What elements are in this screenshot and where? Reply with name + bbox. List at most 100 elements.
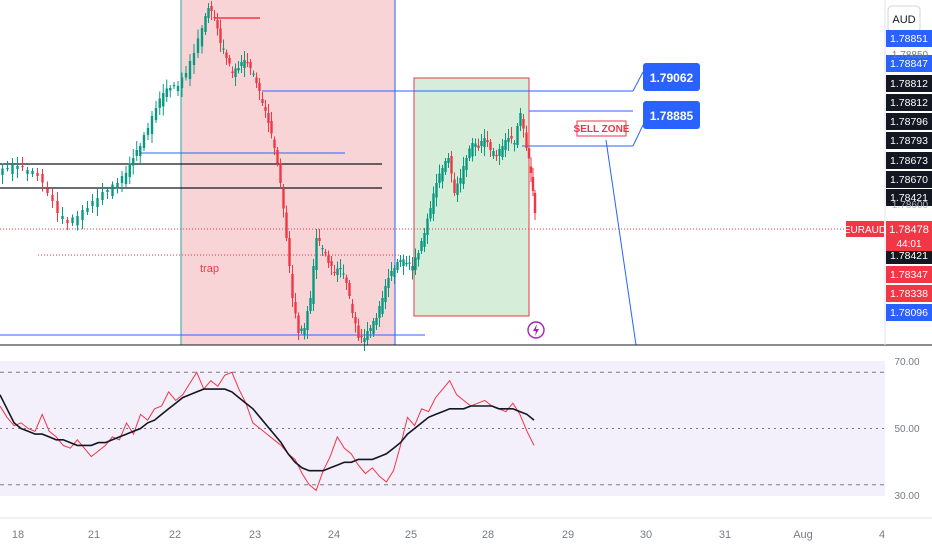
candle-body — [158, 98, 161, 108]
candle-body — [16, 166, 19, 169]
candle-body — [384, 286, 387, 302]
currency-label: AUD — [892, 14, 915, 26]
candle-body — [76, 216, 79, 226]
currency-button[interactable]: AUD — [887, 5, 921, 33]
candle-body — [172, 85, 176, 87]
candle-body — [135, 150, 138, 156]
candle-body — [216, 20, 219, 29]
candle-body — [527, 148, 531, 159]
time-tick-label: Aug — [793, 529, 813, 541]
time-tick-label: 21 — [88, 529, 100, 541]
candle-body — [237, 68, 240, 71]
candle-body — [529, 166, 533, 173]
candle-body — [378, 306, 381, 318]
time-tick-label: 22 — [169, 529, 181, 541]
current-price-tag[interactable]: EURAUD 1.78478 44:01 — [844, 221, 932, 251]
candle-body — [150, 116, 154, 134]
candle-body — [210, 6, 213, 11]
candle-body — [390, 271, 393, 276]
rsi-band — [0, 361, 885, 496]
time-tick-label: 28 — [482, 529, 494, 541]
price-badge-label: 1.78347 — [890, 269, 928, 281]
candle-body — [533, 193, 537, 213]
candle-body — [477, 145, 480, 148]
candle-body — [162, 93, 165, 107]
candle-body — [116, 183, 119, 189]
candle-body — [270, 121, 273, 134]
candle-body — [120, 176, 124, 183]
candle-body — [366, 331, 369, 340]
candle-body — [522, 119, 525, 129]
rsi-series-line — [0, 371, 535, 492]
candle-body — [501, 146, 504, 157]
candle-body — [318, 238, 321, 241]
projection-line[interactable] — [605, 139, 637, 346]
candle-body — [279, 163, 282, 183]
candle-body — [513, 143, 516, 145]
candle-body — [231, 71, 234, 73]
candle-body — [297, 315, 300, 333]
candle-body — [465, 158, 468, 170]
candle-body — [249, 62, 252, 68]
sell-zone-label[interactable]: SELL ZONE — [574, 120, 630, 137]
candle-body — [393, 268, 396, 277]
price-badge-label: 1.78793 — [890, 135, 928, 147]
candle-body — [192, 53, 196, 65]
price-badge-label: 1.78421 — [890, 250, 928, 262]
candle-body — [291, 274, 294, 298]
lightning-icon[interactable] — [527, 321, 545, 339]
price-badge-label: 1.78338 — [890, 288, 928, 300]
price-badge-box — [886, 55, 932, 72]
rsi-tick-70: 70.00 — [894, 357, 919, 368]
time-tick-label: 23 — [249, 529, 261, 541]
candle-body — [330, 261, 333, 266]
symbol-tag-label: EURAUD — [844, 225, 886, 236]
candle-body — [516, 126, 519, 145]
candle-body — [219, 28, 222, 43]
candle-body — [213, 17, 216, 19]
candle-body — [324, 252, 327, 254]
price-badge-label: 1.78421 — [890, 192, 928, 204]
time-axis[interactable]: 18 21 22 23 24 25 28 29 30 31 Aug 4 — [12, 529, 885, 541]
price-badge-label: 1.78851 — [890, 33, 928, 45]
candle-body — [492, 151, 495, 156]
candle-body — [453, 179, 456, 193]
candle-body — [71, 217, 74, 223]
candle-body — [345, 277, 348, 283]
candle-body — [31, 171, 34, 174]
candle-body — [360, 336, 363, 338]
candle-body — [402, 259, 405, 266]
candle-body — [21, 166, 24, 168]
callout-low[interactable]: 1.78885 — [632, 101, 700, 147]
candle-body — [106, 190, 109, 192]
candle-body — [468, 148, 471, 158]
candle-body — [456, 183, 459, 195]
sell-zone-text: SELL ZONE — [574, 124, 630, 135]
candle-body — [372, 321, 375, 334]
callout-high-connector — [632, 71, 644, 92]
price-badge-box — [886, 75, 932, 92]
time-tick-label: 4 — [879, 529, 885, 541]
candle-body — [429, 208, 432, 219]
candle-body — [531, 177, 535, 191]
candle-body — [258, 83, 261, 91]
candle-body — [315, 238, 318, 270]
time-tick-label: 30 — [640, 529, 652, 541]
candle-body — [267, 113, 270, 123]
candle-body — [142, 135, 146, 148]
candle-body — [435, 183, 438, 198]
candle-body — [165, 88, 168, 97]
candle-body — [321, 248, 324, 250]
candle-body — [128, 163, 131, 177]
candle-body — [342, 273, 345, 275]
price-badge-label: 1.78812 — [890, 78, 928, 90]
candle-body — [387, 278, 390, 288]
callout-high[interactable]: 1.79062 — [632, 63, 700, 92]
candle-body — [432, 193, 435, 214]
candle-body — [207, 8, 210, 18]
candle-body — [336, 268, 339, 275]
candle-body — [312, 266, 315, 304]
candle-body — [447, 158, 450, 163]
